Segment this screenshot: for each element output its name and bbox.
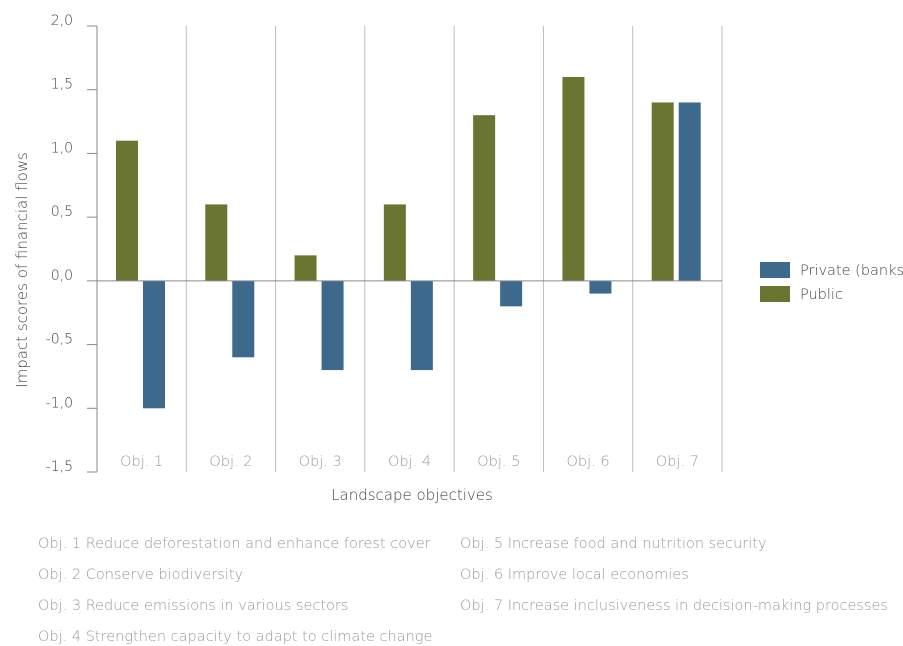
y-tick-label: -0,5 bbox=[46, 332, 73, 348]
x-tick-label: Obj. 2 bbox=[209, 454, 252, 470]
bar-public-5 bbox=[473, 115, 496, 281]
bars bbox=[116, 76, 701, 409]
x-tick-label: Obj. 6 bbox=[567, 454, 610, 470]
x-axis-label: Landscape objectives bbox=[331, 486, 493, 504]
legend: Private (banks) Public bbox=[760, 262, 903, 303]
axes bbox=[87, 25, 722, 473]
legend-swatch bbox=[760, 262, 790, 278]
y-tick-label: -1,0 bbox=[46, 395, 73, 411]
x-tick-label: Obj. 1 bbox=[120, 454, 163, 470]
legend-swatch bbox=[760, 286, 790, 302]
bar-public-2 bbox=[205, 204, 228, 281]
x-tick-label: Obj. 3 bbox=[299, 454, 342, 470]
legend-label: Public bbox=[800, 287, 843, 303]
bar-public-4 bbox=[383, 204, 406, 281]
y-tick-label: 1,0 bbox=[51, 140, 73, 156]
bar-private-3 bbox=[321, 280, 344, 371]
y-tick-label: 0,0 bbox=[51, 268, 73, 284]
bar-public-7 bbox=[651, 102, 674, 281]
y-tick-label: 2,0 bbox=[51, 13, 73, 29]
y-tick-label: -1,5 bbox=[46, 459, 73, 475]
x-tick-labels: Obj. 1 Obj. 2 Obj. 3 Obj. 4 Obj. 5 Obj. 6 Obj.… bbox=[120, 454, 699, 470]
y-tick-labels: 2,0 1,5 1,0 0,5 0,0 -0,5 -1,0 -1,5 bbox=[46, 13, 73, 475]
bar-private-2 bbox=[232, 280, 255, 358]
bar-public-3 bbox=[294, 255, 317, 281]
separators bbox=[185, 26, 723, 472]
x-tick-label: Obj. 4 bbox=[388, 454, 431, 470]
x-tick-label: Obj. 7 bbox=[656, 454, 699, 470]
bar-private-7 bbox=[678, 102, 701, 281]
y-axis-label: Impact scores of financial flows bbox=[13, 152, 31, 388]
y-tick-label: 0,5 bbox=[51, 204, 73, 220]
bar-private-4 bbox=[410, 280, 433, 371]
bar-public-1 bbox=[116, 140, 138, 281]
bar-private-5 bbox=[500, 280, 523, 307]
bar-private-6 bbox=[589, 280, 612, 294]
x-tick-label: Obj. 5 bbox=[477, 454, 520, 470]
bar-public-6 bbox=[562, 76, 585, 281]
bar-private-1 bbox=[143, 280, 165, 409]
legend-label: Private (banks) bbox=[800, 263, 903, 279]
y-tick-label: 1,5 bbox=[51, 77, 73, 93]
